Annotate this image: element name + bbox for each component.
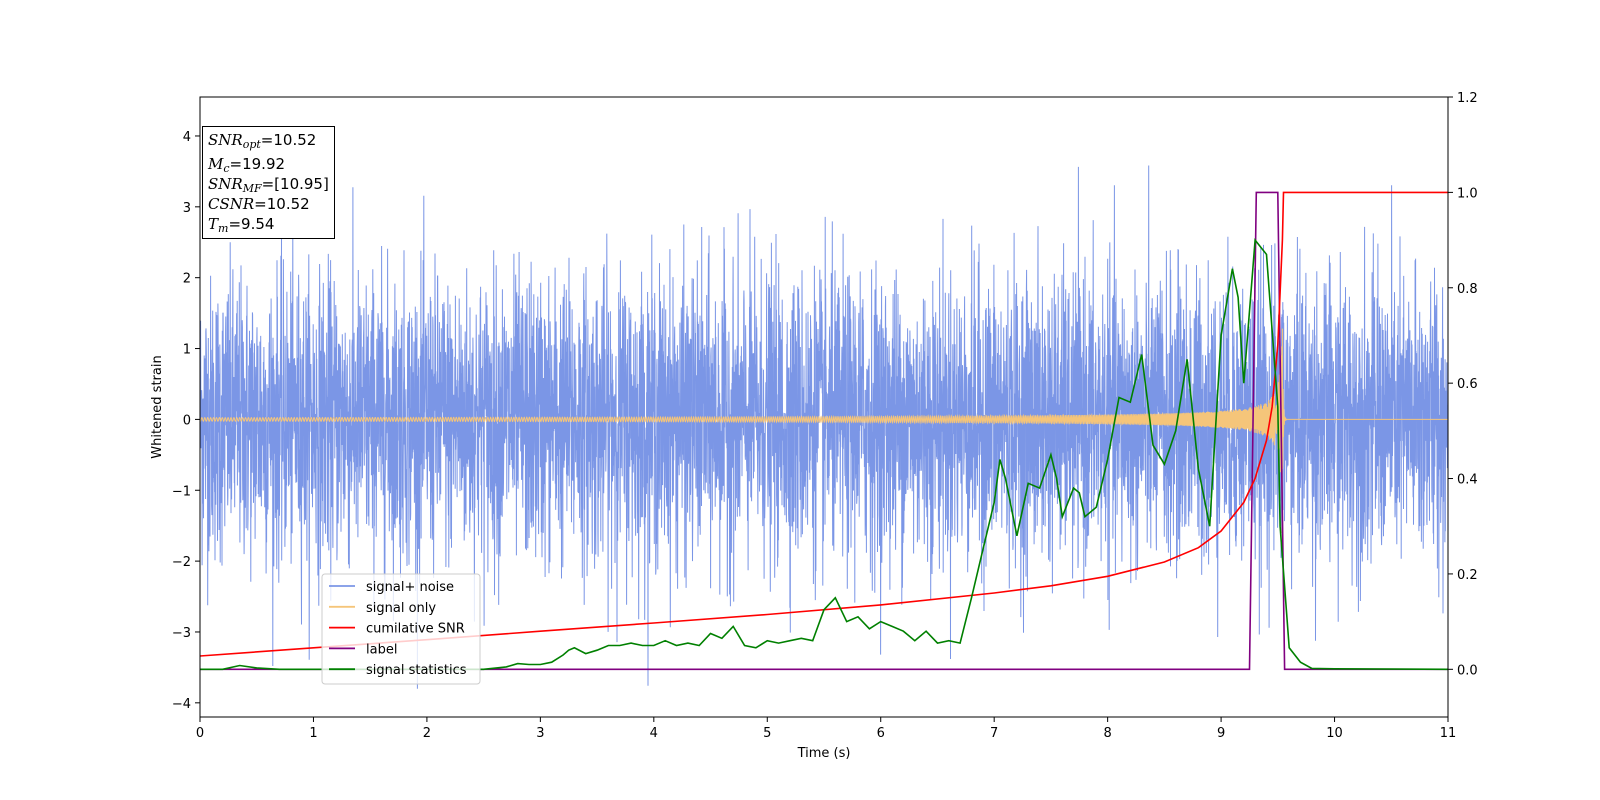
- x-axis-label: Time (s): [797, 746, 851, 761]
- legend: signal+ noise signal only cumilative SNR la…: [321, 573, 481, 685]
- x-tick-label: 4: [650, 726, 658, 741]
- x-tick-label: 5: [763, 726, 771, 741]
- y2-tick-label: 0.2: [1457, 568, 1478, 583]
- y-tick-label: −3: [172, 626, 191, 641]
- signal-only-line: [200, 328, 1448, 533]
- plot-frame: [199, 96, 1449, 718]
- chirp-mass-row: Mc=19.92: [208, 155, 286, 175]
- legend-item-label: cumilative SNR: [366, 622, 465, 637]
- y-tick-label: 2: [183, 272, 191, 287]
- signal-only-series: [200, 328, 1448, 533]
- y-tick-label: 3: [183, 201, 191, 216]
- x-tick-label: 7: [990, 726, 998, 741]
- signal-noise-series: [200, 165, 1448, 689]
- x-tick-label: 8: [1103, 726, 1111, 741]
- y2-tick-label: 1.2: [1457, 91, 1478, 106]
- x-tick-label: 3: [536, 726, 544, 741]
- y2-tick-label: 0.4: [1457, 473, 1478, 488]
- y-tick-label: −4: [172, 697, 191, 712]
- y-tick-label: −2: [172, 555, 191, 570]
- x-tick-label: 0: [196, 726, 204, 741]
- legend-item-label: signal only: [366, 601, 436, 616]
- y-tick-label: 4: [183, 130, 191, 145]
- legend-item-label: label: [366, 642, 397, 657]
- legend-item-label: signal statistics: [366, 663, 467, 678]
- y-tick-label: 1: [183, 343, 191, 358]
- legend-item-label: signal+ noise: [366, 580, 454, 595]
- merger-time-row: Tm=9.54: [208, 215, 275, 235]
- right-axis-series: [200, 191, 1448, 671]
- x-tick-label: 1: [309, 726, 317, 741]
- x-tick-label: 9: [1217, 726, 1225, 741]
- cumulative-snr-line: [200, 191, 1448, 657]
- y-axis-left: −4 −3 −2 −1 0 1 2 3 4: [172, 130, 200, 712]
- x-tick-label: 11: [1440, 726, 1457, 741]
- csnr-row: CSNR=10.52: [208, 195, 310, 213]
- y-tick-label: 0: [183, 413, 191, 428]
- signal-noise-line: [200, 165, 1448, 689]
- y2-tick-label: 0.6: [1457, 377, 1478, 392]
- y2-tick-label: 1.0: [1457, 186, 1478, 201]
- y-axis-label: Whitened strain: [150, 355, 165, 458]
- signal-statistics-line: [200, 238, 1448, 671]
- metrics-box: SNRopt=10.52 Mc=19.92 SNRMF=[10.95] CSNR…: [202, 126, 335, 239]
- y2-tick-label: 0.0: [1457, 663, 1478, 678]
- y-axis-right: 0.0 0.2 0.4 0.6 0.8 1.0 1.2: [1448, 91, 1478, 678]
- snr-mf-row: SNRMF=[10.95]: [208, 175, 329, 195]
- x-tick-label: 6: [877, 726, 885, 741]
- x-tick-label: 2: [423, 726, 431, 741]
- y-tick-label: −1: [172, 484, 191, 499]
- y2-tick-label: 0.8: [1457, 282, 1478, 297]
- label-line: [200, 191, 1448, 671]
- x-tick-label: 10: [1326, 726, 1343, 741]
- snr-opt-row: SNRopt=10.52: [208, 131, 317, 151]
- legend-frame: [321, 573, 481, 685]
- x-axis: 0 1 2 3 4 5 6 7 8 9 10 11: [196, 717, 1456, 741]
